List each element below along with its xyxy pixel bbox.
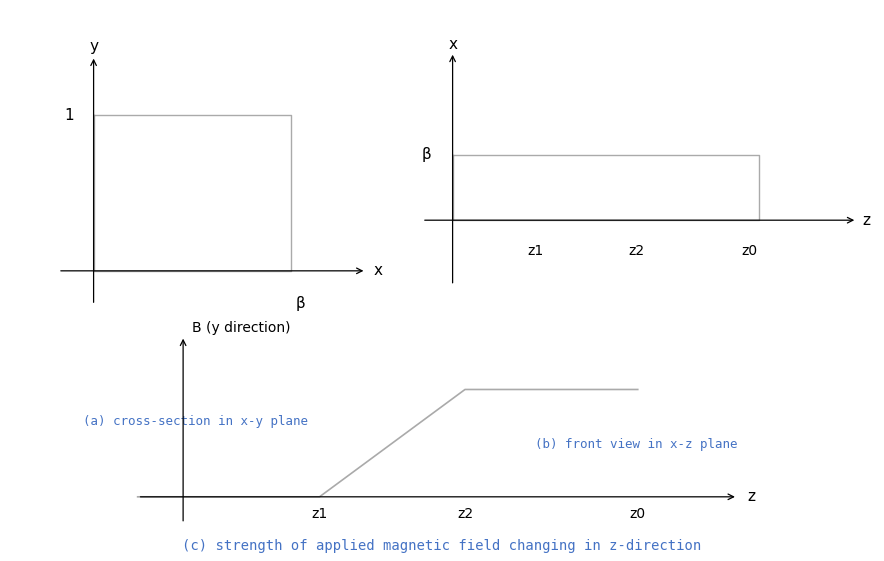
- Text: x: x: [448, 38, 457, 52]
- Text: (a) cross-section in x-y plane: (a) cross-section in x-y plane: [83, 415, 308, 428]
- Text: z0: z0: [629, 507, 646, 521]
- Text: x: x: [374, 263, 383, 278]
- Text: 1: 1: [65, 108, 74, 122]
- Text: β: β: [295, 296, 305, 311]
- Text: z2: z2: [629, 243, 644, 257]
- Text: B (y direction): B (y direction): [192, 321, 291, 335]
- Text: (c) strength of applied magnetic field changing in z-direction: (c) strength of applied magnetic field c…: [182, 539, 702, 553]
- Text: (b) front view in x-z plane: (b) front view in x-z plane: [535, 438, 738, 450]
- Text: z1: z1: [527, 243, 544, 257]
- Text: z: z: [747, 489, 756, 504]
- Text: z: z: [862, 213, 871, 228]
- Text: β: β: [422, 147, 431, 162]
- Text: z0: z0: [742, 243, 758, 257]
- Text: z1: z1: [311, 507, 328, 521]
- Text: z2: z2: [457, 507, 473, 521]
- Text: y: y: [89, 39, 98, 54]
